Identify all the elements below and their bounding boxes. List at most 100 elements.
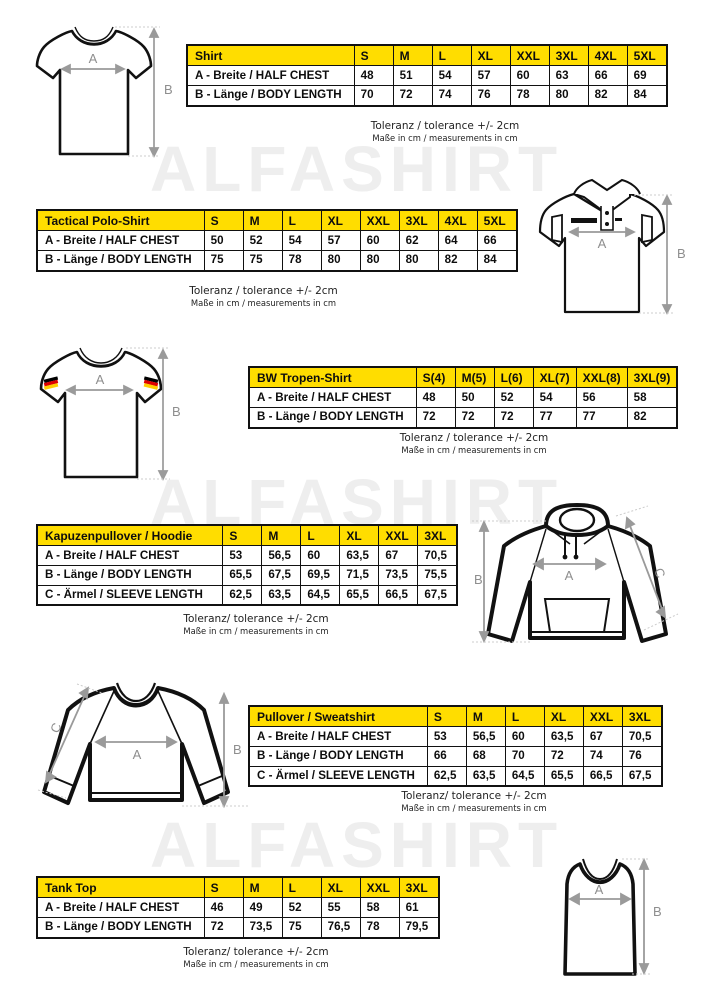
dimension-label-b: B (474, 572, 483, 587)
table-body-0: Shirt S M L XL XXL 3XL 4XL 5XL A - Breite / HALF … (186, 44, 668, 107)
measurement-value: 66 (587, 65, 628, 86)
polo-shirt-diagram: A B (512, 170, 702, 322)
measurement-value: 80 (398, 249, 439, 272)
table-title: Tank Top (36, 876, 205, 899)
measurement-value: 56 (575, 387, 628, 408)
measurement-value: 66,5 (378, 584, 419, 606)
size-column-header: L (281, 209, 322, 232)
table-header-row: Shirt S M L XL XXL 3XL 4XL 5XL (186, 44, 668, 67)
measurement-label: B - Länge / BODY LENGTH (248, 745, 428, 767)
measurement-value: 50 (203, 230, 244, 251)
measurement-value: 56,5 (261, 545, 302, 566)
dimension-label-a: A (598, 236, 607, 251)
measurement-value: 72 (415, 406, 456, 429)
measurement-value: 56,5 (465, 726, 506, 747)
measurement-value: 74 (431, 84, 472, 107)
size-table: Tactical Polo-Shirt S M L XL XXL 3XL 4XL 5XL A - … (36, 209, 518, 272)
measurement-value: 53 (426, 726, 467, 747)
note-pullover-sweatshirt: Toleranz/ tolerance +/- 2cm Maße in cm /… (248, 790, 700, 814)
size-column-header: XL (339, 524, 380, 547)
table-title: Shirt (186, 44, 355, 67)
table-bw-tropen-shirt: BW Tropen-Shirt S(4) M(5) L(6) XL(7) XXL(8) 3X… (248, 366, 679, 429)
measurement-note: Maße in cm / measurements in cm (183, 626, 329, 637)
note-kapuzenpullover-hoodie: Toleranz/ tolerance +/- 2cm Maße in cm /… (36, 613, 476, 637)
tolerance-note: Toleranz / tolerance +/- 2cm (370, 120, 520, 132)
table-body-5: Tank Top S M L XL XXL 3XL A - Breite / HALF CHE… (36, 876, 440, 939)
measurement-value: 64 (437, 230, 478, 251)
size-column-header: M (392, 44, 433, 67)
measurement-value: 48 (353, 65, 394, 86)
measurement-value: 84 (476, 249, 518, 272)
measurement-value: 77 (575, 406, 628, 429)
size-column-header: 3XL (621, 705, 663, 728)
size-column-header: L (300, 524, 341, 547)
measurement-value: 55 (320, 897, 361, 918)
size-column-header: 3XL (398, 209, 439, 232)
measurement-note: Maße in cm / measurements in cm (183, 959, 329, 970)
size-column-header: XXL (359, 209, 400, 232)
measurement-value: 78 (281, 249, 322, 272)
size-column-header: L(6) (493, 366, 534, 389)
table-row: A - Breite / HALF CHEST 53 56,5 60 63,5 67 70,… (248, 726, 663, 747)
measurement-value: 67 (582, 726, 623, 747)
measurement-value: 60 (509, 65, 550, 86)
table-body-4: Pullover / Sweatshirt S M L XL XXL 3XL A - Brei… (248, 705, 663, 787)
dimension-label-a: A (96, 372, 105, 387)
t-shirt-diagram: A B (20, 14, 190, 164)
measurement-label: A - Breite / HALF CHEST (36, 230, 205, 251)
size-table: Tank Top S M L XL XXL 3XL A - Breite / HALF CHE… (36, 876, 440, 939)
table-row: C - Ärmel / SLEEVE LENGTH 62,5 63,5 64,5 65,… (36, 584, 458, 606)
measurement-value: 73,5 (242, 916, 283, 939)
measurement-value: 68 (465, 745, 506, 767)
measurement-value: 84 (626, 84, 668, 107)
note-shirt: Toleranz / tolerance +/- 2cm Maße in cm … (186, 120, 704, 144)
measurement-value: 63 (548, 65, 589, 86)
size-column-header: S(4) (415, 366, 456, 389)
measurement-value: 82 (587, 84, 628, 107)
measurement-value: 49 (242, 897, 283, 918)
measurement-value: 76,5 (320, 916, 361, 939)
measurement-value: 79,5 (398, 916, 440, 939)
measurement-value: 63,5 (465, 765, 506, 787)
measurement-value: 54 (431, 65, 472, 86)
measurement-value: 67,5 (417, 584, 458, 606)
measurement-value: 58 (626, 387, 678, 408)
measurement-label: A - Breite / HALF CHEST (36, 897, 205, 918)
german-flag-right-sleeve (143, 376, 159, 390)
tank-top-diagram: A B (542, 846, 700, 994)
measurement-value: 75 (242, 249, 283, 272)
measurement-label: B - Länge / BODY LENGTH (36, 564, 224, 586)
measurement-value: 64,5 (300, 584, 341, 606)
dimension-label-b: B (164, 82, 173, 97)
size-column-header: S (203, 876, 244, 899)
table-row: B - Länge / BODY LENGTH 75 75 78 80 80 80 82 84 (36, 249, 518, 272)
tolerance-note: Toleranz/ tolerance +/- 2cm (401, 790, 547, 802)
dimension-label-a: A (565, 568, 574, 583)
size-table: Shirt S M L XL XXL 3XL 4XL 5XL A - Breite / HALF … (186, 44, 668, 107)
measurement-value: 70 (504, 745, 545, 767)
measurement-value: 51 (392, 65, 433, 86)
measurement-value: 80 (548, 84, 589, 107)
size-column-header: 3XL (398, 876, 440, 899)
table-pullover-sweatshirt: Pullover / Sweatshirt S M L XL XXL 3XL A - Brei… (248, 705, 663, 788)
table-row: B - Länge / BODY LENGTH 72 72 72 77 77 82 (248, 406, 678, 429)
size-column-header: S (426, 705, 467, 728)
measurement-value: 70,5 (417, 545, 458, 566)
size-column-header: XXL (582, 705, 623, 728)
dimension-label-a: A (595, 882, 604, 897)
measurement-value: 67 (378, 545, 419, 566)
measurement-value: 63,5 (543, 726, 584, 747)
measurement-value: 63,5 (339, 545, 380, 566)
hoodie-diagram: A B C (472, 502, 700, 650)
measurement-value: 54 (532, 387, 577, 408)
dimension-label-b: B (677, 246, 686, 261)
size-column-header: 5XL (476, 209, 518, 232)
table-body-1: Tactical Polo-Shirt S M L XL XXL 3XL 4XL 5XL A - … (36, 209, 518, 272)
measurement-note: Maße in cm / measurements in cm (401, 445, 547, 456)
note-tactical-polo-shirt: Toleranz / tolerance +/- 2cm Maße in cm … (36, 285, 491, 309)
table-row: A - Breite / HALF CHEST 48 51 54 57 60 63 66 69 (186, 65, 668, 86)
measurement-value: 58 (359, 897, 400, 918)
size-column-header: L (431, 44, 472, 67)
measurement-label: B - Länge / BODY LENGTH (36, 916, 205, 939)
